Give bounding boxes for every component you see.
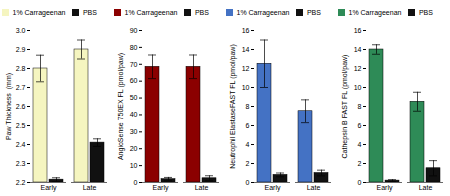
html-text:1% Carrageenan: 1% Carrageenan	[348, 9, 402, 16]
html-text:PBS: PBS	[306, 9, 321, 16]
svg-text:3.0: 3.0	[16, 27, 26, 34]
svg-text:2.8: 2.8	[16, 65, 26, 72]
svg-text:0: 0	[246, 179, 250, 186]
svg-text:6: 6	[358, 122, 362, 129]
html-text:PBS: PBS	[82, 9, 97, 16]
svg-text:Early: Early	[153, 184, 169, 192]
svg-text:2: 2	[246, 160, 250, 167]
svg-text:90: 90	[130, 27, 138, 34]
svg-text:60: 60	[130, 77, 138, 84]
html-text:PBS: PBS	[418, 9, 433, 16]
svg-text:50: 50	[130, 94, 138, 101]
html-text:1% Carrageenan: 1% Carrageenan	[12, 9, 66, 16]
svg-text:2.7: 2.7	[16, 84, 26, 91]
svg-text:AngioSense 750EX FL (pmol/paw): AngioSense 750EX FL (pmol/paw)	[117, 53, 125, 160]
svg-text:Late: Late	[419, 184, 433, 191]
svg-text:14: 14	[354, 46, 362, 53]
svg-text:Early: Early	[265, 184, 281, 192]
svg-text:4: 4	[246, 141, 250, 148]
svg-text:2: 2	[358, 160, 362, 167]
svg-text:Paw Thickness (mm): Paw Thickness (mm)	[5, 73, 13, 140]
svg-text:Early: Early	[41, 184, 57, 192]
svg-text:70: 70	[130, 61, 138, 68]
svg-text:Early: Early	[377, 184, 393, 192]
svg-text:Cathepsin B FAST FL (pmol/paw): Cathepsin B FAST FL (pmol/paw)	[341, 55, 349, 159]
svg-text:30: 30	[130, 128, 138, 135]
svg-text:16: 16	[354, 27, 362, 34]
svg-text:20: 20	[130, 145, 138, 152]
svg-text:8: 8	[358, 103, 362, 110]
svg-text:2.6: 2.6	[16, 103, 26, 110]
svg-text:12: 12	[354, 65, 362, 72]
html-text:PBS: PBS	[194, 9, 209, 16]
svg-text:2.3: 2.3	[16, 160, 26, 167]
svg-text:Neutrophil ElastaseFAST FL (pm: Neutrophil ElastaseFAST FL (pmol/paw)	[229, 44, 237, 169]
svg-text:4: 4	[358, 141, 362, 148]
svg-text:80: 80	[130, 44, 138, 51]
svg-text:2.5: 2.5	[16, 122, 26, 129]
html-text:1% Carrageenan: 1% Carrageenan	[124, 9, 178, 16]
svg-text:10: 10	[242, 84, 250, 91]
svg-text:8: 8	[246, 103, 250, 110]
svg-text:14: 14	[242, 46, 250, 53]
svg-text:16: 16	[242, 27, 250, 34]
svg-text:12: 12	[242, 65, 250, 72]
svg-text:Late: Late	[307, 184, 321, 191]
svg-text:Late: Late	[83, 184, 97, 191]
svg-text:2.2: 2.2	[16, 179, 26, 186]
svg-text:0: 0	[134, 179, 138, 186]
html-text:1% Carrageenan: 1% Carrageenan	[236, 9, 290, 16]
svg-text:40: 40	[130, 111, 138, 118]
svg-text:10: 10	[130, 162, 138, 169]
svg-text:0: 0	[358, 179, 362, 186]
svg-text:Late: Late	[195, 184, 209, 191]
svg-text:6: 6	[246, 122, 250, 129]
svg-text:2.4: 2.4	[16, 141, 26, 148]
svg-text:10: 10	[354, 84, 362, 91]
svg-text:2.9: 2.9	[16, 46, 26, 53]
